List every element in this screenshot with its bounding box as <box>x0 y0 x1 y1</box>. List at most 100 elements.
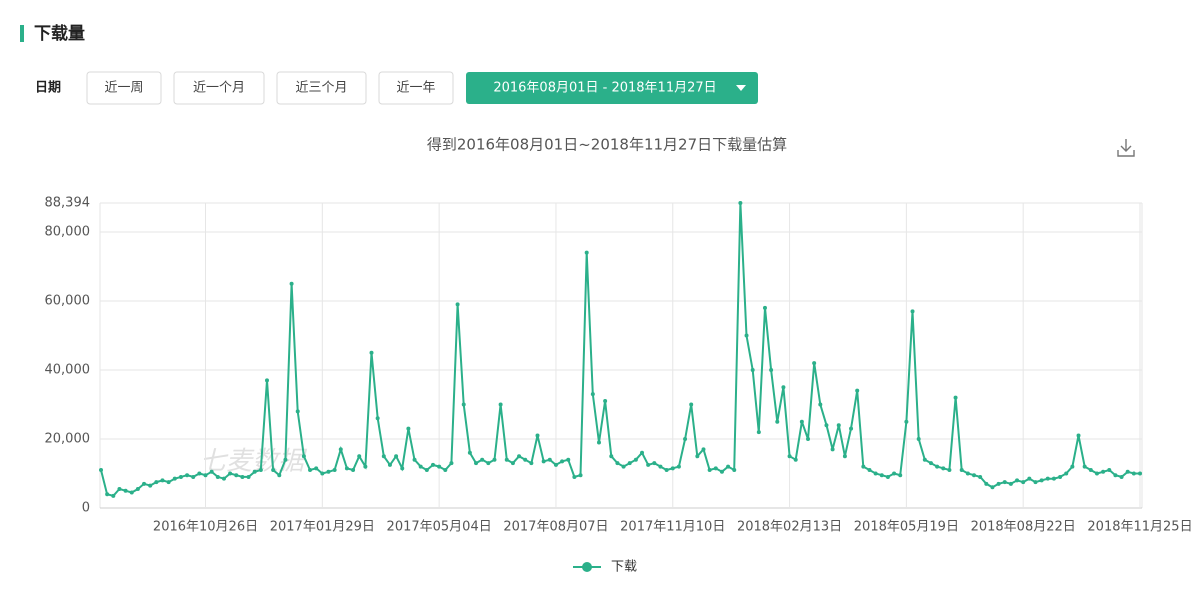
point <box>1076 433 1081 438</box>
point <box>879 473 884 478</box>
point <box>1138 471 1142 476</box>
point <box>234 473 239 478</box>
range-button[interactable] <box>466 72 758 104</box>
point <box>1113 473 1118 478</box>
point <box>474 461 479 466</box>
point <box>357 454 362 459</box>
y-tick-label: 20,000 <box>45 431 91 446</box>
point <box>480 457 485 462</box>
point <box>363 464 368 469</box>
point <box>455 302 460 307</box>
point <box>1008 481 1013 486</box>
point <box>381 454 386 459</box>
point <box>1064 471 1069 476</box>
point <box>892 471 897 476</box>
point <box>787 454 792 459</box>
point <box>191 474 196 479</box>
point <box>449 461 454 466</box>
point <box>910 309 915 314</box>
y-tick-label: 88,394 <box>45 196 91 211</box>
filter-button-text[interactable]: 近一个月 <box>193 81 245 96</box>
point <box>738 201 743 205</box>
legend-label[interactable]: 下载 <box>611 560 637 575</box>
point <box>135 487 140 492</box>
point <box>338 447 343 452</box>
download-icon[interactable] <box>1117 139 1135 157</box>
point <box>781 385 786 390</box>
point <box>498 402 503 407</box>
filter-button[interactable] <box>86 71 162 105</box>
point <box>560 459 565 464</box>
filter-button[interactable] <box>173 71 265 105</box>
point <box>996 481 1001 486</box>
point <box>486 461 491 466</box>
point <box>1033 480 1038 485</box>
point <box>855 388 860 393</box>
point <box>873 471 878 476</box>
point <box>566 457 571 462</box>
point <box>861 464 866 469</box>
point <box>633 457 638 462</box>
filter-button-text[interactable]: 近一年 <box>396 81 435 96</box>
point <box>904 419 909 424</box>
point <box>467 450 472 455</box>
point <box>984 481 989 486</box>
point <box>670 466 675 471</box>
point <box>744 333 749 338</box>
point <box>812 361 817 366</box>
y-tick-label: 0 <box>82 501 90 516</box>
point <box>953 395 958 400</box>
x-tick-label: 2018年05月19日 <box>854 520 959 535</box>
range-text[interactable]: 2016年08月01日 - 2018年11月27日 <box>493 81 716 96</box>
point <box>1125 469 1130 474</box>
filter-button[interactable] <box>276 71 367 105</box>
point <box>289 281 294 286</box>
point <box>529 461 534 466</box>
point <box>1088 468 1093 473</box>
point <box>215 474 220 479</box>
point <box>166 480 171 485</box>
point <box>609 454 614 459</box>
point <box>197 471 202 476</box>
point <box>762 305 767 310</box>
point <box>246 474 251 479</box>
point <box>1058 474 1063 479</box>
point <box>707 468 712 473</box>
point <box>1131 471 1136 476</box>
point <box>713 466 718 471</box>
point <box>535 433 540 438</box>
point <box>640 450 645 455</box>
point <box>148 483 153 488</box>
point <box>1002 480 1007 485</box>
point <box>898 473 903 478</box>
point <box>689 402 694 407</box>
point <box>769 367 774 372</box>
point <box>492 457 497 462</box>
point <box>621 464 626 469</box>
point <box>375 416 380 421</box>
point <box>185 473 190 478</box>
point <box>726 464 731 469</box>
x-tick-label: 2018年02月13日 <box>737 520 842 535</box>
filter-button[interactable] <box>378 71 454 105</box>
point <box>461 402 466 407</box>
point <box>320 471 325 476</box>
x-tick-label: 2017年05月04日 <box>387 520 492 535</box>
caret <box>736 85 746 91</box>
point <box>615 461 620 466</box>
filter-button-text[interactable]: 近三个月 <box>295 81 347 96</box>
point <box>301 454 306 459</box>
filter-button-text[interactable]: 近一周 <box>104 81 143 96</box>
x-tick-label: 2016年10月26日 <box>153 520 258 535</box>
point <box>203 473 208 478</box>
point <box>1094 471 1099 476</box>
x-tick-label: 2017年11月10日 <box>620 520 725 535</box>
point <box>326 469 331 474</box>
point <box>406 426 411 431</box>
point <box>603 399 608 404</box>
point <box>271 468 276 473</box>
point <box>547 457 552 462</box>
point <box>178 474 183 479</box>
point <box>965 471 970 476</box>
